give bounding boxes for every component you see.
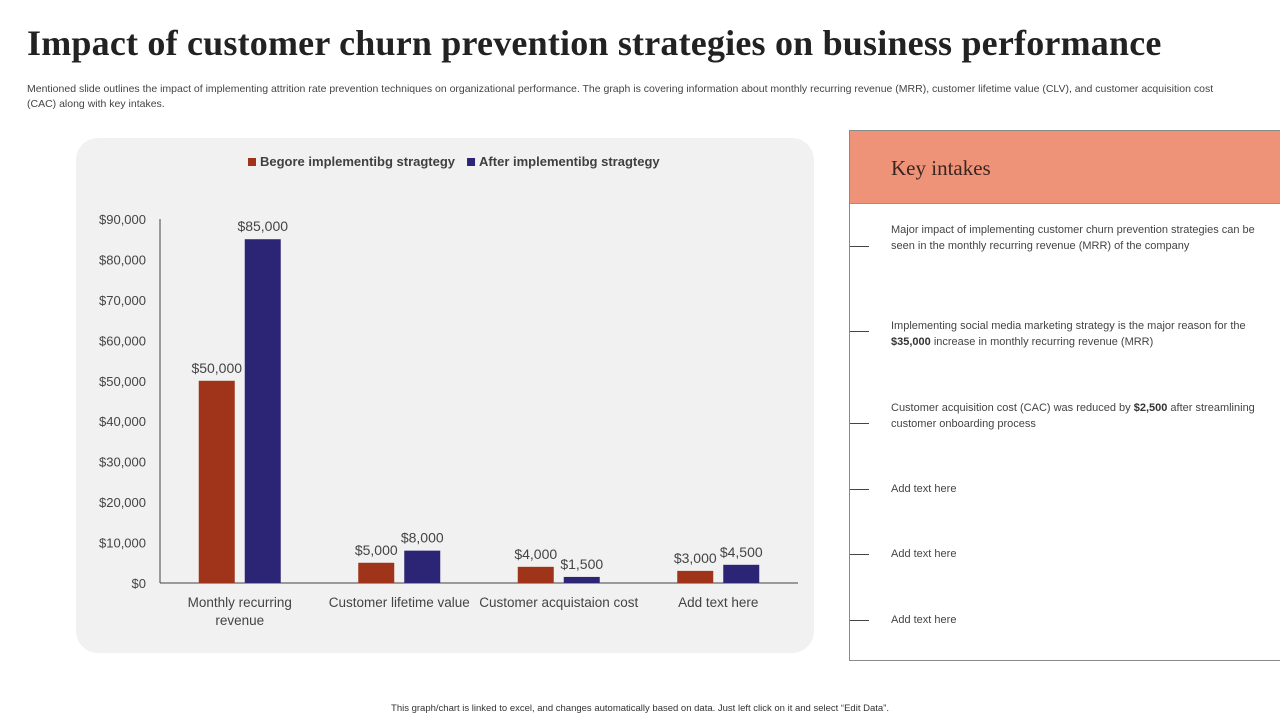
bar — [517, 566, 554, 583]
bar — [358, 562, 395, 583]
bar — [404, 550, 441, 583]
bar-data-label: $4,500 — [720, 544, 763, 560]
x-tick-label: Add text here — [678, 595, 758, 610]
intake-text-part: after streamlining customer onboarding p… — [891, 402, 1255, 430]
intake-connector — [850, 620, 869, 621]
y-tick-label: $60,000 — [99, 333, 146, 348]
legend-swatch — [467, 158, 476, 166]
legend-label: After implementibg stragtegy — [479, 154, 660, 169]
intake-text-highlight: $35,000 — [891, 336, 931, 348]
y-tick-label: $50,000 — [99, 374, 146, 389]
intake-text: Add text here — [891, 481, 1261, 497]
legend-swatch — [248, 158, 256, 166]
intake-text: Add text here — [891, 612, 1261, 628]
x-tick-label: Monthly recurring — [188, 595, 292, 610]
intake-item: Add text here — [850, 614, 1280, 626]
intake-text-part: Major impact of implementing customer ch… — [891, 224, 1255, 252]
bar-data-label: $4,000 — [514, 546, 557, 562]
y-tick-label: $40,000 — [99, 414, 146, 429]
intake-connector — [850, 331, 869, 332]
intake-item: Add text here — [850, 483, 1280, 495]
bar-chart[interactable]: Begore implementibg stragtegy After imple… — [76, 138, 814, 653]
y-tick-label: $20,000 — [99, 495, 146, 510]
bar-data-label: $3,000 — [674, 550, 717, 566]
key-intakes-panel: Key intakes Major impact of implementing… — [849, 130, 1280, 661]
y-tick-label: $90,000 — [99, 212, 146, 227]
intake-item: Implementing social media marketing stra… — [850, 320, 1280, 348]
intake-text: Add text here — [891, 546, 1261, 562]
y-tick-label: $0 — [132, 576, 146, 591]
intake-text-part: Add text here — [891, 548, 957, 560]
intake-connector — [850, 423, 869, 424]
intake-text-part: increase in monthly recurring revenue (M… — [930, 336, 1154, 348]
bar — [244, 239, 281, 583]
intake-text-part: Add text here — [891, 614, 957, 626]
x-tick-label: Customer lifetime value — [329, 595, 470, 610]
footer-note: This graph/chart is linked to excel, and… — [391, 703, 889, 714]
y-tick-label: $10,000 — [99, 536, 146, 551]
intake-text-part: Add text here — [891, 483, 957, 495]
intake-item: Customer acquisition cost (CAC) was redu… — [850, 402, 1280, 430]
page-title: Impact of customer churn prevention stra… — [27, 23, 1162, 63]
intake-text-part: Customer acquisition cost (CAC) was redu… — [891, 402, 1134, 414]
intake-text: Customer acquisition cost (CAC) was redu… — [891, 400, 1261, 432]
x-tick-label: Customer acquistaion cost — [479, 595, 638, 610]
intake-text: Implementing social media marketing stra… — [891, 318, 1261, 350]
page-subtitle: Mentioned slide outlines the impact of i… — [27, 83, 1214, 110]
key-intakes-title: Key intakes — [891, 156, 991, 180]
x-tick-label: revenue — [215, 613, 264, 628]
intake-connector — [850, 246, 869, 247]
y-tick-label: $70,000 — [99, 293, 146, 308]
y-tick-label: $30,000 — [99, 455, 146, 470]
key-intakes-header: Key intakes — [850, 131, 1280, 204]
bar — [563, 576, 600, 583]
bar-data-label: $50,000 — [191, 360, 242, 376]
intake-item: Add text here — [850, 548, 1280, 560]
intake-text-part: Implementing social media marketing stra… — [891, 320, 1246, 332]
y-tick-label: $80,000 — [99, 252, 146, 267]
intake-connector — [850, 554, 869, 555]
intake-text-highlight: $2,500 — [1133, 402, 1168, 414]
bar-data-label: $5,000 — [355, 542, 398, 558]
legend-label: Begore implementibg stragtegy — [260, 154, 456, 169]
chart-panel[interactable]: Begore implementibg stragtegy After imple… — [76, 138, 814, 653]
intake-item: Major impact of implementing customer ch… — [850, 224, 1280, 252]
bar-data-label: $8,000 — [401, 530, 444, 546]
bar — [198, 380, 235, 583]
bar-data-label: $85,000 — [237, 218, 288, 234]
bar — [723, 564, 760, 583]
intake-connector — [850, 489, 869, 490]
bar — [677, 570, 714, 583]
intake-text: Major impact of implementing customer ch… — [891, 222, 1261, 254]
bar-data-label: $1,500 — [560, 556, 603, 572]
